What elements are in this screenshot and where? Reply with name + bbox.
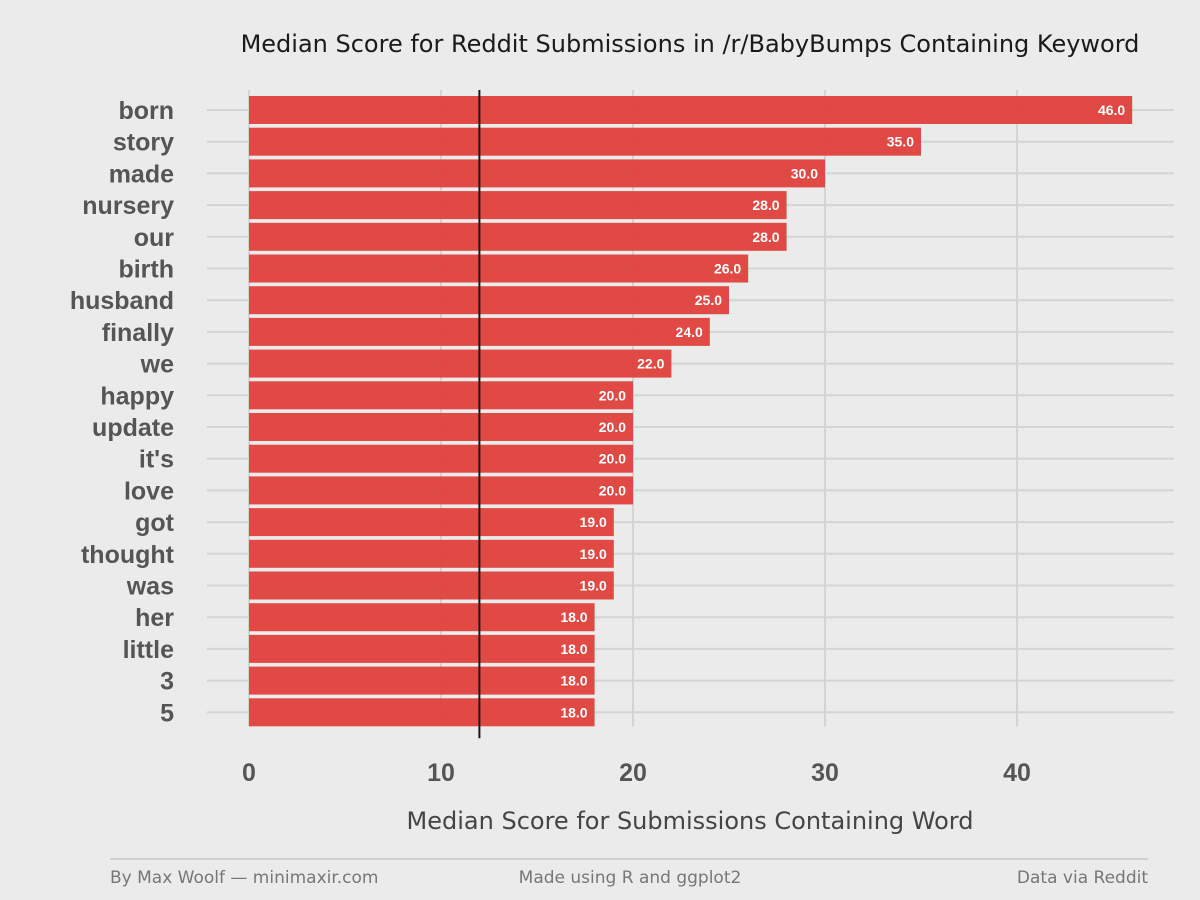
y-tick-label: was: [126, 573, 174, 601]
bar-was: [249, 571, 614, 600]
bar-value-labels: 46.0 35.0 30.0 28.0 28.0 26.0 25.0 24.0 22.0 20.0…: [478, 90, 1125, 739]
bar-got: [249, 508, 614, 537]
y-axis-tick-labels: born story made nursery our birth husband final…: [70, 97, 175, 727]
bar-born: [249, 96, 1133, 124]
y-tick-label: husband: [70, 287, 174, 315]
bar-value-label: 46.0: [1098, 102, 1125, 118]
y-tick-label: finally: [102, 319, 174, 347]
bar-5: [249, 698, 595, 727]
bar-love: [249, 476, 633, 505]
y-tick-label: birth: [118, 256, 174, 284]
x-axis-tick-labels: 0 10 20 30 40: [242, 759, 1031, 787]
bar-value-label: 19.0: [580, 578, 607, 594]
y-tick-label: story: [113, 129, 174, 157]
bar-value-label: 28.0: [752, 197, 779, 213]
x-tick-label: 0: [242, 759, 256, 787]
y-tick-label: born: [118, 97, 174, 125]
y-tick-label: update: [92, 414, 174, 442]
footer-tools: Made using R and ggplot2: [519, 868, 742, 888]
y-tick-label: happy: [100, 382, 174, 410]
bar-value-label: 19.0: [580, 546, 607, 562]
bar-value-label: 20.0: [599, 387, 626, 403]
bar-value-label: 26.0: [714, 261, 741, 277]
bar-husband: [249, 286, 729, 315]
bar-value-label: 20.0: [599, 482, 626, 498]
bar-her: [249, 603, 595, 632]
x-tick-label: 40: [1003, 759, 1031, 787]
y-tick-label: nursery: [82, 192, 174, 220]
bar-value-label: 22.0: [637, 356, 664, 372]
y-tick-label: we: [140, 351, 174, 379]
y-tick-label: love: [124, 477, 174, 505]
bar-value-label: 24.0: [676, 324, 703, 340]
bar-value-label: 25.0: [695, 292, 722, 308]
bar-made: [249, 159, 825, 188]
bar-our: [249, 222, 787, 251]
bar-it's: [249, 444, 633, 473]
y-tick-label: got: [135, 509, 175, 537]
y-tick-label: little: [123, 636, 174, 664]
bar-value-label: 18.0: [560, 641, 587, 657]
bar-we: [249, 349, 672, 378]
y-tick-label: her: [135, 604, 174, 632]
bar-value-label: 18.0: [560, 704, 587, 720]
x-tick-label: 30: [811, 759, 839, 787]
bar-value-label: 18.0: [560, 609, 587, 625]
bar-3: [249, 666, 595, 695]
bar-value-label: 28.0: [752, 229, 779, 245]
bar-value-label: 30.0: [791, 165, 818, 181]
y-tick-label: our: [134, 224, 175, 252]
bar-story: [249, 127, 921, 156]
chart-title: Median Score for Reddit Submissions in /…: [241, 30, 1140, 58]
y-tick-label: 5: [160, 699, 174, 727]
bar-nursery: [249, 191, 787, 220]
x-tick-label: 10: [427, 759, 455, 787]
bar-value-label: 18.0: [560, 673, 587, 689]
bar-birth: [249, 254, 749, 283]
bar-update: [249, 413, 633, 441]
bars: [249, 96, 1133, 727]
bar-thought: [249, 539, 614, 568]
y-tick-label: 3: [160, 668, 174, 696]
y-tick-label: it's: [139, 446, 174, 474]
x-axis-label: Median Score for Submissions Containing …: [407, 807, 974, 835]
bar-value-label: 20.0: [599, 419, 626, 435]
bar-value-label: 19.0: [580, 514, 607, 530]
bar-value-label: 20.0: [599, 451, 626, 467]
y-tick-label: made: [109, 160, 174, 188]
footer-credit: By Max Woolf — minimaxir.com: [110, 868, 379, 888]
y-tick-label: thought: [81, 541, 175, 569]
footer-source: Data via Reddit: [1017, 868, 1148, 888]
bar-value-label: 35.0: [887, 134, 914, 150]
x-tick-label: 20: [619, 759, 647, 787]
bar-happy: [249, 381, 633, 410]
bar-little: [249, 634, 595, 663]
